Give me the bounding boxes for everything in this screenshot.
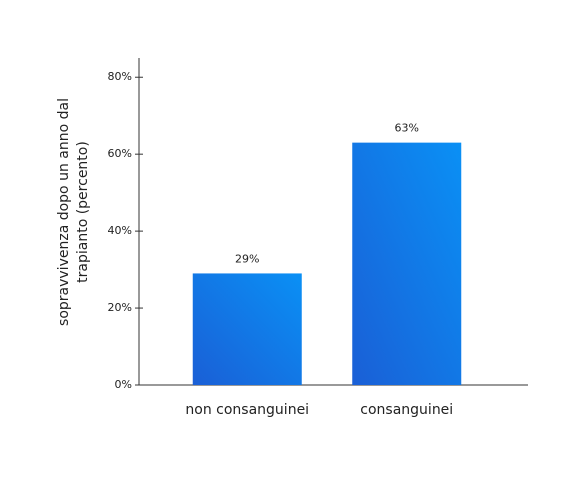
x-tick-label: non consanguinei (185, 402, 309, 418)
y-tick-label: 20% (108, 301, 132, 314)
x-tick-label: consanguinei (360, 402, 453, 418)
bar (352, 142, 462, 385)
y-tick-label: 80% (108, 70, 132, 83)
value-label: 63% (395, 122, 419, 135)
y-tick-label: 60% (108, 147, 132, 160)
y-tick-label: 0% (115, 378, 132, 391)
y-tick-label: 40% (108, 224, 132, 237)
bar (192, 273, 302, 385)
value-label: 29% (235, 252, 259, 265)
y-axis-label: sopravvivenza dopo un anno dal trapianto… (56, 98, 91, 326)
